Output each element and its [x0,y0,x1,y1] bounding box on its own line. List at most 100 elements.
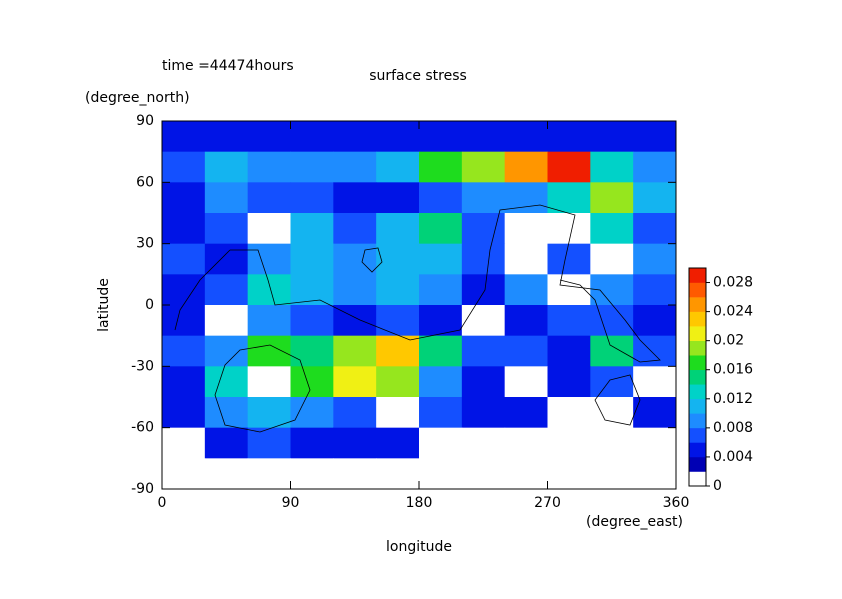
heatmap-cell [461,427,506,459]
x-tick-label: 0 [158,495,167,511]
heatmap-cell [247,427,291,459]
heatmap-cell [204,151,249,183]
heatmap-cell [162,397,206,429]
colorbar-tick-label: 0.012 [713,391,753,407]
heatmap-cell [504,335,548,367]
heatmap-cell [504,366,548,398]
heatmap-cell [290,305,334,337]
heatmap-cell [633,182,677,214]
heatmap-cell [461,121,506,153]
heatmap-cell [376,274,420,306]
heatmap-cell [290,397,334,429]
heatmap-cell [590,121,634,153]
heatmap-cell [247,366,291,398]
heatmap-cell [162,305,206,337]
y-axis-label: latitude [96,278,112,332]
heatmap-cell [290,243,334,275]
colorbar-tick-label: 0.02 [713,333,744,349]
colorbar-swatch [689,442,706,458]
heatmap-cell [162,458,206,490]
colorbar-tick-label: 0.024 [713,304,753,320]
heatmap-cell [461,458,506,490]
colorbar: 0 0.004 0.008 0.012 0.016 0.02 0.024 0.028 [688,267,753,494]
colorbar-swatch [689,427,706,443]
colorbar-tick-label: 0 [713,478,722,494]
heatmap-cell [162,274,206,306]
heatmap-cell [590,427,634,459]
x-axis-label: longitude [386,539,452,555]
heatmap-cell [162,335,206,367]
heatmap-cell [461,274,506,306]
heatmap-cell [333,151,377,183]
heatmap-cell [333,366,377,398]
heatmap-cell [419,366,463,398]
heatmap-cell [590,458,634,490]
heatmap-cell [333,335,377,367]
heatmap-cell [633,305,677,337]
heatmap-cell [204,458,249,490]
heatmap-cell [376,151,420,183]
heatmap-cell [504,243,548,275]
colorbar-swatch [689,471,706,487]
heatmap-cell [204,243,249,275]
heatmap-cell [547,397,591,429]
heatmap-cell [333,274,377,306]
y-unit: (degree_north) [85,90,190,106]
heatmap-cell [547,274,591,306]
heatmap-cell [419,121,463,153]
heatmap-cell [162,151,206,183]
heatmap-cell [547,335,591,367]
heatmap-cell [547,427,591,459]
heatmap-cell [461,213,506,245]
heatmap-cell [590,213,634,245]
heatmap-cell [504,151,548,183]
heatmap-cell [633,121,677,153]
x-tick-label: 360 [663,495,690,511]
heatmap-cell [204,213,249,245]
x-tick-label: 180 [406,495,433,511]
y-tick-label: -30 [131,358,154,374]
heatmap-cell [590,243,634,275]
heatmap-cell [333,213,377,245]
heatmap-cell [633,151,677,183]
heatmap-cell [590,335,634,367]
heatmap-cell [633,397,677,429]
heatmap-cell [419,151,463,183]
heatmap-cell [204,182,249,214]
heatmap-cell [162,427,206,459]
heatmap-cell [504,121,548,153]
heatmap-cell [247,151,291,183]
heatmap-cell [204,427,249,459]
x-tick-label: 90 [282,495,300,511]
heatmap-cell [633,274,677,306]
heatmap-cell [504,458,548,490]
y-tick-label: 30 [136,236,154,252]
heatmap-cell [633,213,677,245]
heatmap-cell [290,427,334,459]
heatmap-cell [633,458,677,490]
x-tick-label: 270 [534,495,561,511]
heatmap-cell [590,151,634,183]
heatmap-cell [376,427,420,459]
chart-subtitle: time =44474hours [162,58,294,74]
heatmap-cell [204,397,249,429]
heatmap-cell [290,151,334,183]
colorbar-swatch [689,282,706,298]
heatmap-cell [247,305,291,337]
heatmap-cell [547,305,591,337]
heatmap-cell [247,274,291,306]
heatmap-cell [290,335,334,367]
heatmap-cell [204,305,249,337]
heatmap-cell [504,305,548,337]
colorbar-tick-label: 0.004 [713,449,753,465]
heatmap-cell [247,121,291,153]
heatmap-cell [162,243,206,275]
heatmap-cell [547,182,591,214]
heatmap-cell [247,397,291,429]
colorbar-tick-label: 0.008 [713,420,753,436]
heatmap-cell [247,335,291,367]
chart-title: surface stress [369,68,467,84]
heatmap-cell [333,397,377,429]
heatmap-cell [333,427,377,459]
